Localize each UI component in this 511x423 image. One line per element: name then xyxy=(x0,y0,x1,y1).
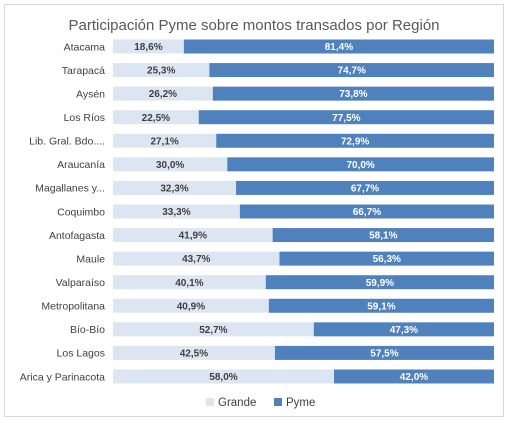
bar-grande xyxy=(113,180,237,195)
category-label: Metropolitana xyxy=(41,301,105,313)
legend-swatch-grande xyxy=(206,398,214,406)
data-label: 73,8% xyxy=(339,89,367,100)
category-label: Bío-Bío xyxy=(70,324,105,336)
data-label: 30,0% xyxy=(156,160,184,171)
bar-grande xyxy=(113,63,210,78)
bar-grande xyxy=(113,251,280,266)
bar-grande xyxy=(113,133,217,148)
bar-pyme xyxy=(333,369,494,384)
bar-grande xyxy=(113,322,314,337)
bar-grande xyxy=(113,86,213,101)
bar-grande xyxy=(113,204,240,219)
category-label: Aysén xyxy=(76,88,105,100)
category-label: Valparaíso xyxy=(56,277,106,289)
bar-pyme xyxy=(183,39,494,54)
data-label: 59,1% xyxy=(367,301,395,312)
data-label: 74,7% xyxy=(338,66,366,77)
bar-pyme xyxy=(272,228,494,243)
data-label: 40,9% xyxy=(177,301,205,312)
category-label: Los Ríos xyxy=(64,112,105,124)
data-label: 42,0% xyxy=(400,372,428,383)
data-label: 58,1% xyxy=(369,231,397,242)
legend-label-grande: Grande xyxy=(218,397,256,409)
bar-grande xyxy=(113,345,275,360)
data-label: 18,6% xyxy=(134,42,162,53)
category-label: Atacama xyxy=(64,41,106,53)
category-label: Maule xyxy=(76,253,105,265)
bar-grande xyxy=(113,39,184,54)
data-label: 66,7% xyxy=(353,207,381,218)
bar-grande xyxy=(113,228,273,243)
data-label: 59,9% xyxy=(366,278,394,289)
data-label: 25,3% xyxy=(147,66,175,77)
data-label: 52,7% xyxy=(199,325,227,336)
data-label: 43,7% xyxy=(182,254,210,265)
data-label: 67,7% xyxy=(351,184,379,195)
bar-pyme xyxy=(227,157,495,172)
data-label: 56,3% xyxy=(373,254,401,265)
category-label: Coquimbo xyxy=(57,206,105,218)
category-label: Magallanes y... xyxy=(35,183,105,195)
bar-pyme xyxy=(279,251,494,266)
bar-grande xyxy=(113,298,269,313)
category-label: Los Lagos xyxy=(57,348,105,360)
data-label: 33,3% xyxy=(162,207,190,218)
category-label: Tarapacá xyxy=(62,65,105,77)
bar-pyme xyxy=(212,86,494,101)
bar-grande xyxy=(113,369,334,384)
bar-pyme xyxy=(209,63,494,78)
data-label: 58,0% xyxy=(209,372,237,383)
data-label: 41,9% xyxy=(179,231,207,242)
category-label: Antofagasta xyxy=(49,230,105,242)
data-label: 27,1% xyxy=(150,136,178,147)
bar-pyme xyxy=(274,345,494,360)
bar-pyme xyxy=(265,275,494,290)
bar-pyme xyxy=(236,180,495,195)
category-label: Lib. Gral. Bdo.... xyxy=(29,136,105,148)
data-label: 81,4% xyxy=(325,42,353,53)
data-label: 22,5% xyxy=(142,113,170,124)
chart-title: Participación Pyme sobre montos transado… xyxy=(68,17,440,34)
data-label: 72,9% xyxy=(341,136,369,147)
data-label: 47,3% xyxy=(390,325,418,336)
data-label: 32,3% xyxy=(160,184,188,195)
legend-label-pyme: Pyme xyxy=(286,397,315,409)
bar-pyme xyxy=(313,322,494,337)
bar-grande xyxy=(113,275,266,290)
data-label: 77,5% xyxy=(332,113,360,124)
data-label: 42,5% xyxy=(180,349,208,360)
bar-pyme xyxy=(216,133,494,148)
data-label: 40,1% xyxy=(175,278,203,289)
bar-grande xyxy=(113,110,199,125)
bar-pyme xyxy=(198,110,494,125)
data-label: 70,0% xyxy=(346,160,374,171)
data-label: 26,2% xyxy=(149,89,177,100)
bar-pyme xyxy=(239,204,494,219)
category-label: Araucanía xyxy=(57,159,105,171)
bar-grande xyxy=(113,157,228,172)
category-label: Arica y Parinacota xyxy=(20,371,105,383)
data-label: 57,5% xyxy=(370,349,398,360)
legend-swatch-pyme xyxy=(274,398,282,406)
bar-pyme xyxy=(268,298,494,313)
